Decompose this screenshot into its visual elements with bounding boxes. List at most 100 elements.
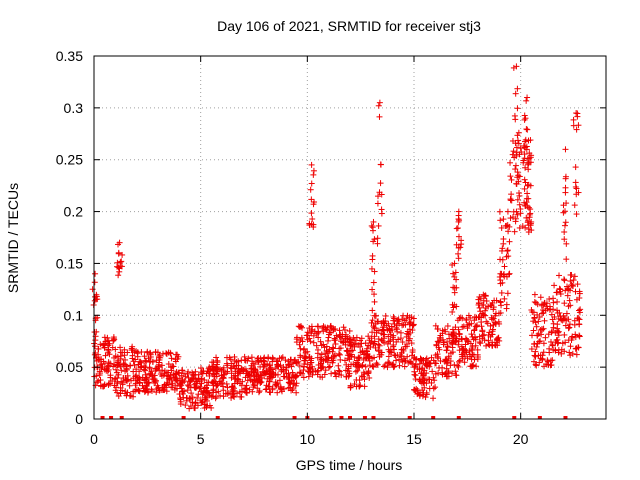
data-point [507,159,514,166]
data-point [531,298,538,305]
data-point [560,202,567,209]
data-point [542,334,549,341]
data-point [136,368,143,375]
data-point [402,321,409,328]
data-point [199,370,206,377]
zero-data-point [100,416,105,419]
data-point [310,167,317,174]
zero-data-point [328,416,333,419]
data-point [129,355,136,362]
data-point [341,326,348,333]
data-point [266,389,273,396]
data-point [479,332,486,339]
data-point [314,368,321,375]
data-point [504,247,511,254]
data-point [294,359,301,366]
data-point [157,354,164,361]
data-point [375,341,382,348]
data-point [242,374,249,381]
data-point [507,215,514,222]
data-point [313,342,320,349]
zero-data-point [215,416,220,419]
data-point [118,367,125,374]
data-point [468,331,475,338]
data-point [117,259,124,266]
data-point [325,364,332,371]
data-point [292,382,299,389]
data-point [317,373,324,380]
data-point [493,339,500,346]
data-point [538,325,545,332]
data-point [92,270,99,277]
zero-data-point [407,416,412,419]
data-point [208,404,215,411]
data-point [447,362,454,369]
data-point [513,152,520,159]
data-point [455,338,462,345]
data-point [452,324,459,331]
data-point [562,339,569,346]
data-point [374,240,381,247]
data-point [386,325,393,332]
data-point [366,362,373,369]
data-point [521,176,528,183]
data-point [296,323,303,330]
data-point [570,122,577,129]
data-point [369,252,376,259]
data-point [406,335,413,342]
data-point [195,391,202,398]
data-point [210,379,217,386]
data-point [348,348,355,355]
data-point [501,295,508,302]
data-point [396,356,403,363]
data-point [394,328,401,335]
data-point [576,295,583,302]
data-point [362,340,369,347]
data-point [476,314,483,321]
data-point [567,278,574,285]
data-point [143,383,150,390]
data-point [285,370,292,377]
zero-data-point [362,416,367,419]
data-point [336,368,343,375]
data-point [508,197,515,204]
data-point [563,240,570,247]
data-point [195,375,202,382]
data-point [256,387,263,394]
data-point [371,340,378,347]
data-point [121,352,128,359]
data-point [408,340,415,347]
data-point [280,363,287,370]
data-point [208,363,215,370]
data-point [142,357,149,364]
data-point [274,389,281,396]
data-point [563,310,570,317]
data-point [522,136,529,143]
data-point [572,345,579,352]
data-point [142,367,149,374]
data-point [387,349,394,356]
data-point [315,367,322,374]
data-point [463,317,470,324]
data-point [561,276,568,283]
data-point [216,378,223,385]
data-point [246,373,253,380]
data-point [521,116,528,123]
data-point [565,303,572,310]
data-point [227,364,234,371]
data-point [439,371,446,378]
data-point [307,186,314,193]
data-point [501,263,508,270]
data-point [317,364,324,371]
data-point [172,376,179,383]
data-point [136,374,143,381]
data-point [245,371,252,378]
data-point [177,398,184,405]
data-point [336,327,343,334]
data-point [449,308,456,315]
data-point [95,377,102,384]
data-point [104,368,111,375]
data-point [534,311,541,318]
data-point [180,394,187,401]
data-point [453,241,460,248]
